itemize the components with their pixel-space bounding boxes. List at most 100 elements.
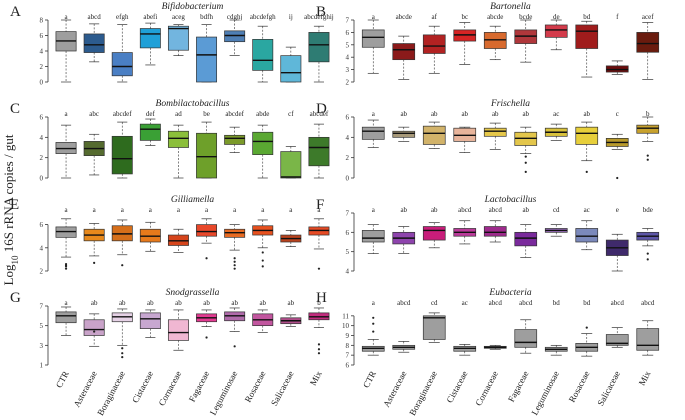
significance-letter: ab (203, 299, 210, 307)
box-cistaceae: bc (453, 13, 477, 65)
box-ctr: a (361, 299, 385, 356)
y-tick-label: 0 (346, 175, 350, 183)
significance-letter: bd (583, 299, 591, 307)
box-salicaceae: ij (280, 13, 302, 83)
significance-letter: a (64, 299, 68, 307)
significance-letter: abcd (641, 299, 655, 307)
outlier-point (205, 257, 208, 260)
x-category-label: Leguminosae (208, 369, 240, 417)
box-boraginaceae: af (422, 13, 446, 74)
y-tick-label: 4 (40, 48, 44, 56)
outlier-point (524, 161, 527, 164)
significance-letter: abefi (143, 13, 157, 21)
significance-letter: be (203, 110, 210, 118)
significance-letter: abc (89, 110, 99, 118)
significance-letter: ab (400, 110, 407, 118)
significance-letter: a (205, 206, 209, 214)
significance-letter: cdghj (227, 13, 243, 21)
box-ctr: a (361, 206, 385, 254)
box-iqr (252, 39, 274, 71)
significance-letter: ac (584, 206, 590, 214)
panel-B: B Bartonella 2 3 4 5 6 7 a abcde af bc abcde bcde de bd… (316, 2, 660, 87)
significance-letter: c (616, 110, 619, 118)
box-salicaceae: cf (280, 110, 302, 179)
outlier-point (93, 330, 96, 333)
significance-letter: ab (175, 299, 182, 307)
box-salicaceae: abcd (605, 299, 629, 348)
y-tick-label: 8 (40, 17, 44, 25)
y-tick-label: 1 (40, 362, 44, 370)
y-tick-label: 8 (346, 342, 350, 350)
y-tick-label: 4 (40, 134, 44, 142)
box-cornaceae: ab (483, 110, 507, 150)
box-iqr (139, 312, 161, 329)
box-fagaceae: be (196, 110, 218, 179)
outlier-point (585, 170, 588, 173)
box-iqr (605, 334, 629, 346)
significance-letter: a (177, 206, 181, 214)
x-category-label: Cistaceae (130, 369, 155, 404)
significance-letter: ab (119, 299, 126, 307)
x-category-label: Cornaceae (157, 369, 184, 407)
panel-H: H Eubacteria 6 7 8 9 10 11 a abcd cd ac abcd abcd bd bd… (316, 288, 660, 370)
significance-letter: a (64, 110, 68, 118)
x-category-label: Cistaceae (444, 369, 469, 404)
outlier-point (372, 322, 375, 325)
box-leguminosae: ab (224, 299, 246, 348)
panel-title: Snodgrassella (166, 288, 220, 298)
box-cistaceae: ab (453, 110, 477, 153)
significance-letter: f (616, 13, 619, 21)
box-boraginaceae: ab (422, 110, 446, 149)
box-iqr (422, 226, 446, 241)
box-rosaceae: abde (252, 110, 274, 179)
significance-letter: abcd (458, 206, 472, 214)
significance-letter: bde (643, 206, 653, 214)
significance-letter: bdfh (200, 13, 213, 21)
box-leguminosae: cd (544, 206, 568, 237)
box-mix: a (308, 206, 330, 270)
box-iqr (167, 130, 189, 148)
y-tick-label: 6 (40, 114, 44, 122)
x-category-label: Salicaceae (269, 369, 296, 407)
significance-letter: abcd (519, 299, 533, 307)
significance-letter: a (372, 110, 376, 118)
panel-title: Lactobacillus (484, 195, 537, 205)
x-category-label: Salicaceae (595, 369, 622, 407)
x-category-label: Mix (308, 369, 324, 387)
panel-title: Bifidobacterium (162, 1, 224, 12)
significance-letter: ab (400, 206, 407, 214)
box-iqr (167, 319, 189, 341)
panel-letter: H (316, 290, 327, 306)
significance-letter: abde (256, 110, 269, 118)
x-category-label: Rosaceae (567, 369, 592, 404)
x-category-label: Fagaceae (506, 369, 531, 403)
outlier-point (233, 345, 236, 348)
panel-letter: E (10, 197, 19, 213)
outlier-point (261, 251, 264, 254)
outlier-point (121, 347, 124, 350)
box-rosaceae: abcdefgh (250, 13, 276, 83)
box-iqr (575, 228, 599, 243)
box-salicaceae: e (605, 206, 629, 272)
y-tick-label: 5 (346, 41, 350, 49)
y-tick-label: 2 (346, 79, 350, 87)
y-tick-label: 4 (346, 54, 350, 62)
box-iqr (196, 224, 218, 237)
box-fagaceae: ab (514, 206, 538, 258)
outlier-point (64, 267, 68, 270)
significance-letter: ab (583, 110, 590, 118)
y-tick-label: 4 (40, 244, 44, 252)
significance-letter: ab (461, 110, 468, 118)
y-tick-label: 7 (346, 210, 350, 218)
y-tick-label: 6 (346, 114, 350, 122)
box-leguminosae: de (544, 13, 568, 51)
box-cornaceae: abcd (483, 299, 507, 350)
y-tick-label: 7 (346, 352, 350, 360)
outlier-point (616, 176, 619, 180)
significance-letter: b (317, 299, 321, 307)
significance-letter: ab (231, 299, 238, 307)
y-tick-label: 0 (40, 175, 44, 183)
outlier-point (317, 352, 321, 355)
significance-letter: cd (431, 299, 438, 307)
